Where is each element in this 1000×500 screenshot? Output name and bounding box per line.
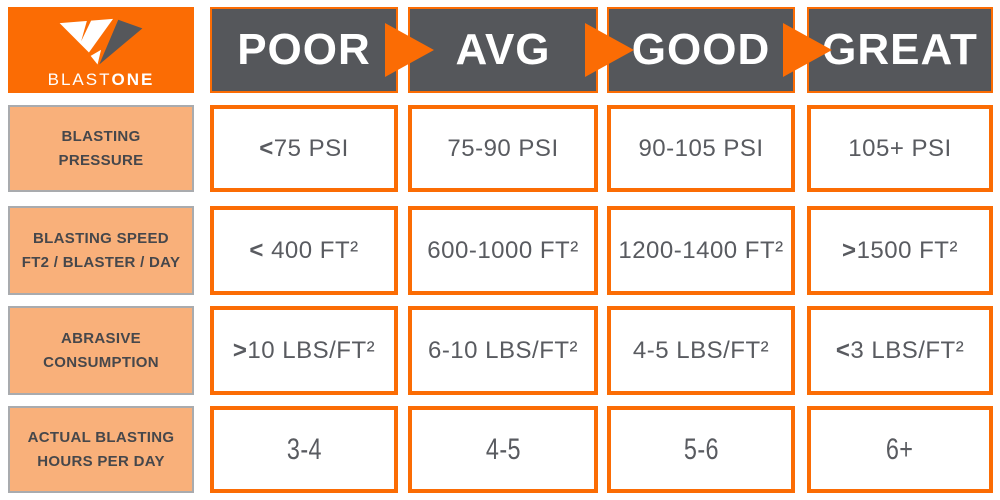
cell-pressure-avg: 75-90 PSI <box>408 105 598 192</box>
cell-pressure-great: 105+ PSI <box>807 105 993 192</box>
row-label-line1: ACTUAL BLASTING <box>27 429 175 447</box>
cell-speed-poor: < 400 FT² <box>210 206 398 295</box>
cell-value: 600-1000 FT² <box>427 236 579 264</box>
arrow-right-icon <box>585 23 634 77</box>
cell-value: 1500 FT² <box>856 236 958 264</box>
cell-value: 3 LBS/FT² <box>850 336 965 364</box>
blastone-logo-text: BLASTONE <box>48 71 155 88</box>
cell-speed-good: 1200-1400 FT² <box>607 206 795 295</box>
row-label-blasting-hours: ACTUAL BLASTING HOURS PER DAY <box>8 406 194 493</box>
row-label-line1: BLASTING <box>61 128 141 146</box>
logo-text-blast: BLAST <box>47 70 112 89</box>
cell-prefix: < <box>249 236 264 264</box>
cell-value: 1200-1400 FT² <box>618 236 784 264</box>
cell-prefix: > <box>232 336 248 364</box>
cell-value: 4-5 <box>485 432 521 466</box>
arrow-right-icon <box>783 23 832 77</box>
row-label-line2: CONSUMPTION <box>43 353 159 371</box>
cell-prefix: < <box>835 336 851 364</box>
row-label-line1: BLASTING SPEED <box>33 230 169 248</box>
header-good-label: GOOD <box>631 25 771 74</box>
cell-abrasive-poor: >10 LBS/FT² <box>210 306 398 395</box>
header-poor: POOR <box>210 7 398 93</box>
row-label-line2: FT2 / BLASTER / DAY <box>21 253 181 271</box>
arrow-right-icon <box>385 23 434 77</box>
logo-text-one: ONE <box>111 70 155 89</box>
header-avg: AVG <box>408 7 598 93</box>
cell-abrasive-good: 4-5 LBS/FT² <box>607 306 795 395</box>
cell-prefix: < <box>259 134 274 162</box>
cell-hours-avg: 4-5 <box>408 406 598 493</box>
cell-value: 6-10 LBS/FT² <box>427 336 579 364</box>
header-avg-label: AVG <box>455 25 551 74</box>
cell-value: 5-6 <box>683 432 719 466</box>
cell-value: 90-105 PSI <box>638 134 764 162</box>
header-poor-label: POOR <box>237 25 371 74</box>
cell-value: 75 PSI <box>273 134 349 162</box>
row-label-line1: ABRASIVE <box>61 330 141 348</box>
cell-hours-poor: 3-4 <box>210 406 398 493</box>
cell-hours-good: 5-6 <box>607 406 795 493</box>
blastone-logo-icon <box>59 18 143 65</box>
cell-hours-great: 6+ <box>807 406 993 493</box>
cell-speed-avg: 600-1000 FT² <box>408 206 598 295</box>
row-label-line2: PRESSURE <box>58 151 144 169</box>
cell-speed-great: >1500 FT² <box>807 206 993 295</box>
blastone-logo: BLASTONE <box>8 7 194 93</box>
cell-value: 3-4 <box>286 432 322 466</box>
cell-pressure-poor: <75 PSI <box>210 105 398 192</box>
cell-value: 4-5 LBS/FT² <box>632 336 770 364</box>
header-good: GOOD <box>607 7 795 93</box>
header-great: GREAT <box>807 7 993 93</box>
cell-value: 6+ <box>886 432 914 466</box>
cell-abrasive-avg: 6-10 LBS/FT² <box>408 306 598 395</box>
cell-value: 105+ PSI <box>848 134 952 162</box>
row-label-abrasive-consumption: ABRASIVE CONSUMPTION <box>8 306 194 395</box>
cell-abrasive-great: <3 LBS/FT² <box>807 306 993 395</box>
cell-prefix: > <box>842 236 857 264</box>
row-label-line2: HOURS PER DAY <box>37 452 165 470</box>
cell-value: 10 LBS/FT² <box>247 336 376 364</box>
cell-value: 75-90 PSI <box>447 134 559 162</box>
cell-value: 400 FT² <box>263 236 359 264</box>
row-label-blasting-speed: BLASTING SPEED FT2 / BLASTER / DAY <box>8 206 194 295</box>
cell-pressure-good: 90-105 PSI <box>607 105 795 192</box>
row-label-blasting-pressure: BLASTING PRESSURE <box>8 105 194 192</box>
header-great-label: GREAT <box>822 25 978 74</box>
